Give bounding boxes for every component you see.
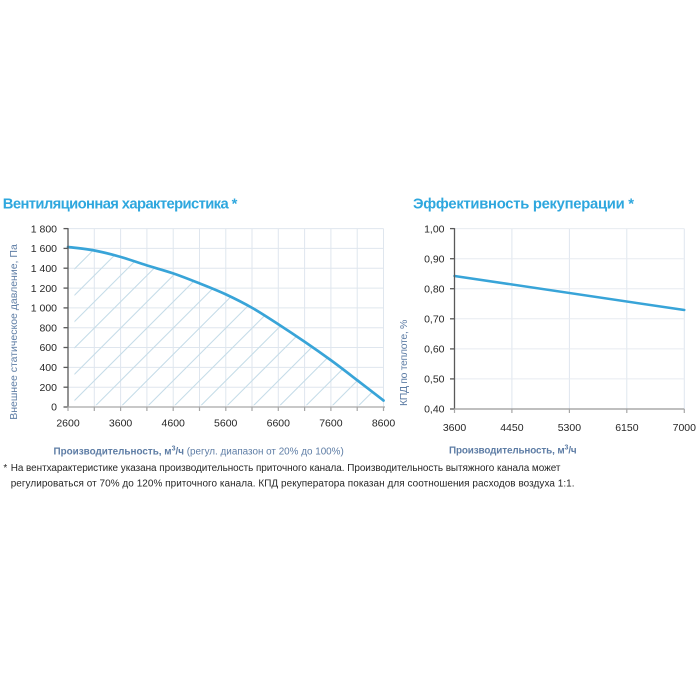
svg-text:4450: 4450	[500, 422, 524, 434]
svg-text:3600: 3600	[109, 418, 133, 430]
svg-text:0,90: 0,90	[424, 253, 445, 265]
svg-text:0,40: 0,40	[424, 404, 445, 416]
svg-text:1 600: 1 600	[31, 243, 57, 255]
svg-text:3600: 3600	[443, 422, 467, 434]
svg-text:4600: 4600	[162, 418, 186, 430]
svg-text:Вентиляционная характеристика: Вентиляционная характеристика *	[3, 196, 238, 212]
svg-text:1,00: 1,00	[424, 223, 445, 235]
svg-text:Эффективность рекуперации *: Эффективность рекуперации *	[413, 196, 634, 212]
svg-text:0,70: 0,70	[424, 314, 445, 326]
svg-text:0,50: 0,50	[424, 374, 445, 386]
svg-text:1 400: 1 400	[31, 263, 57, 275]
svg-text:5300: 5300	[558, 422, 582, 434]
svg-text:1 000: 1 000	[31, 303, 57, 315]
svg-text:2600: 2600	[56, 418, 80, 430]
svg-text:200: 200	[39, 382, 57, 394]
svg-text:800: 800	[39, 322, 57, 334]
svg-text:400: 400	[39, 362, 57, 374]
svg-text:регулироваться от 70% до 120%: регулироваться от 70% до 120% приточного…	[11, 478, 575, 489]
svg-text:Производительность, м3/ч (регу: Производительность, м3/ч (регул. диапазо…	[54, 446, 344, 458]
svg-text:0,60: 0,60	[424, 344, 445, 356]
svg-text:7600: 7600	[319, 418, 343, 430]
svg-text:6600: 6600	[267, 418, 291, 430]
svg-text:5600: 5600	[214, 418, 238, 430]
svg-text:0: 0	[51, 402, 57, 414]
svg-text:6150: 6150	[615, 422, 639, 434]
svg-text:На вентхарактеристике указана: На вентхарактеристике указана производит…	[11, 463, 561, 474]
svg-text:8600: 8600	[372, 418, 396, 430]
svg-text:0,80: 0,80	[424, 283, 445, 295]
svg-text:600: 600	[39, 342, 57, 354]
svg-text:КПД по теплоте, %: КПД по теплоте, %	[398, 320, 410, 406]
svg-text:1 800: 1 800	[31, 223, 57, 235]
svg-text:7000: 7000	[673, 422, 697, 434]
svg-text:Производительность, м3/ч: Производительность, м3/ч	[449, 445, 577, 457]
svg-text:Внешнее статическое давление,: Внешнее статическое давление, Па	[8, 244, 20, 420]
svg-text:*: *	[3, 463, 7, 474]
svg-text:1 200: 1 200	[31, 283, 57, 295]
